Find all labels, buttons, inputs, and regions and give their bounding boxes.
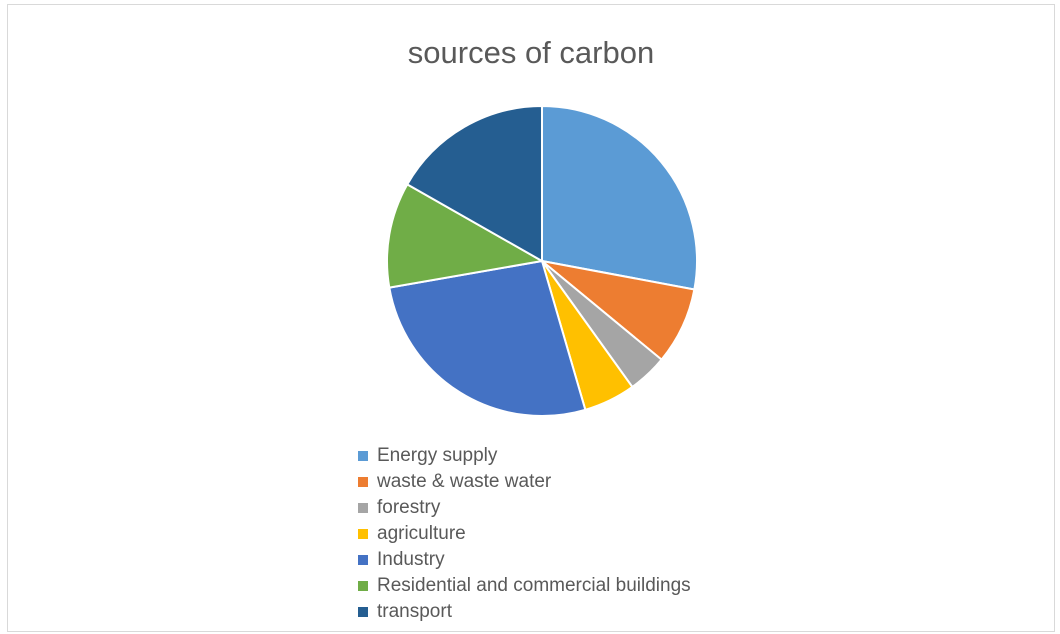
legend-item-waste-waste-water: waste & waste water	[358, 469, 691, 495]
legend-label: agriculture	[377, 523, 466, 544]
legend-label: waste & waste water	[377, 471, 552, 492]
pie-slices	[386, 105, 698, 417]
legend-label: transport	[377, 601, 452, 622]
legend-swatch	[358, 529, 368, 539]
legend-swatch	[358, 451, 368, 461]
legend-label: Residential and commercial buildings	[377, 575, 691, 596]
legend-item-residential-and-commercial-buildings: Residential and commercial buildings	[358, 573, 691, 599]
legend-swatch	[358, 607, 368, 617]
chart-area: sources of carbon Energy supply waste & w…	[7, 4, 1055, 632]
pie-slice-transport	[406, 105, 543, 262]
legend-label: Industry	[377, 549, 445, 570]
legend-swatch	[358, 555, 368, 565]
legend-item-energy-supply: Energy supply	[358, 443, 691, 469]
chart-title: sources of carbon	[407, 35, 655, 70]
legend-swatch	[358, 477, 368, 487]
legend-swatch	[358, 581, 368, 591]
legend-item-agriculture: agriculture	[358, 521, 691, 547]
pie-slice-industry	[388, 260, 587, 417]
legend-item-industry: Industry	[358, 547, 691, 573]
pie-slice-energy-supply	[541, 105, 698, 291]
pie-slice-residential-and-commercial-buildings	[386, 183, 543, 289]
pie-chart	[386, 105, 698, 417]
legend-swatch	[358, 503, 368, 513]
legend-label: Energy supply	[377, 445, 498, 466]
legend-item-transport: transport	[358, 599, 691, 625]
legend: Energy supply waste & waste water forestry…	[358, 443, 691, 625]
legend-label: forestry	[377, 497, 441, 518]
legend-item-forestry: forestry	[358, 495, 691, 521]
